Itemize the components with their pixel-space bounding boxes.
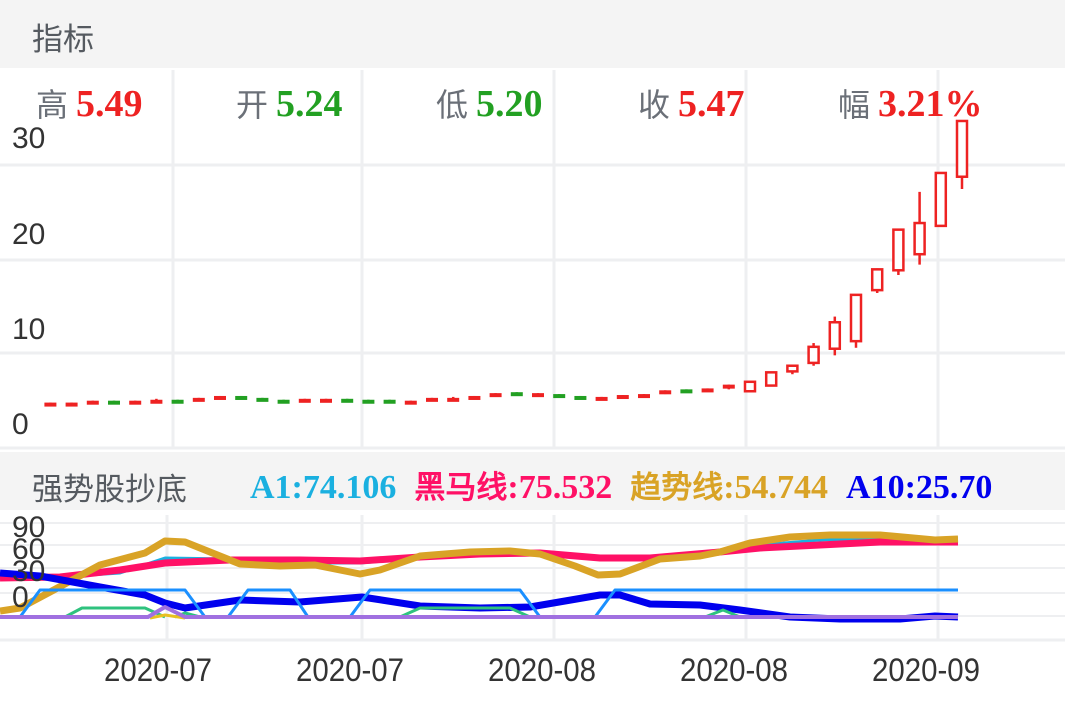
indicator-trend-label: 趋势线 [630,470,724,506]
sub-y-tick-0: 0 [12,581,29,614]
ohlc-row: 高 5.49 开 5.24 低 5.20 收 5.47 幅 3.21% [0,80,1065,136]
ohlc-low-label: 低 [436,86,469,124]
ohlc-open: 开 5.24 [236,80,343,126]
ohlc-high-value: 5.49 [76,83,143,125]
indicator-heima: 黑马线:75.532 [414,469,612,506]
indicator-values: A1:74.106 黑马线:75.532 趋势线:54.744 A10:25.70 [250,462,1050,507]
indicator-trend-value: :54.744 [723,469,829,506]
x-tick-2: 2020-07 [296,652,405,688]
sub-y-tick-90: 90 [12,511,46,544]
header-bar: 指标 [0,0,1065,68]
x-tick-4: 2020-08 [680,652,789,688]
indicator-heima-value: :75.532 [507,469,613,506]
ohlc-amplitude-value: 3.21% [878,83,983,125]
indicator-bar: 强势股抄底 A1:74.106 黑马线:75.532 趋势线:54.744 A10:2… [0,452,1065,510]
x-tick-5: 2020-09 [872,652,981,688]
y-tick-0: 0 [12,408,29,441]
y-tick-30: 30 [12,122,46,155]
x-tick-3: 2020-08 [488,652,597,688]
y-tick-20: 20 [12,218,46,251]
y-tick-10: 10 [12,313,46,346]
x-tick-1: 2020-07 [104,652,213,688]
ohlc-amplitude: 幅 3.21% [838,80,983,126]
indicator-a10: A10:25.70 [846,469,993,506]
ohlc-amplitude-label: 幅 [838,86,871,124]
indicator-heima-label: 黑马线 [414,470,508,506]
sub-y-tick-30: 30 [12,555,46,588]
ohlc-high-label: 高 [36,86,69,124]
ohlc-open-value: 5.24 [276,83,343,125]
indicator-trend: 趋势线:54.744 [630,469,828,506]
sub-y-tick-60: 60 [12,533,46,566]
indicator-a1: A1:74.106 [250,469,397,506]
header-title: 指标 [32,22,94,58]
indicator-title: 强势股抄底 [32,472,187,508]
ohlc-low-value: 5.20 [476,83,543,125]
ohlc-close: 收 5.47 [638,80,745,126]
ohlc-close-label: 收 [638,86,671,124]
ohlc-open-label: 开 [236,86,269,124]
ohlc-high: 高 5.49 [36,80,143,126]
ohlc-close-value: 5.47 [678,83,745,125]
ohlc-low: 低 5.20 [436,80,543,126]
